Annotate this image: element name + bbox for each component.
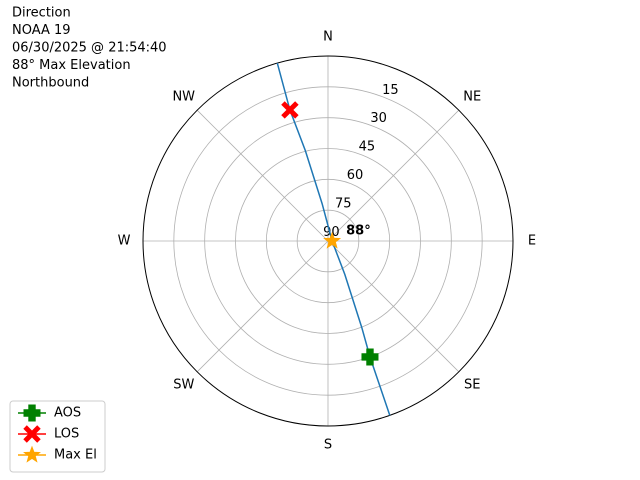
legend-label: LOS: [54, 427, 79, 442]
legend-marker: [23, 404, 41, 422]
legend-marker: [23, 445, 41, 463]
grid-spoke: [327, 109, 460, 242]
r-tick-label: 60: [347, 168, 364, 183]
marker: [281, 101, 299, 119]
legend: AOS LOS Max El: [9, 400, 106, 473]
r-tick-label: 90: [323, 225, 340, 240]
r-tick-label: 75: [335, 197, 352, 212]
annotation: 88°: [346, 224, 371, 239]
theta-tick-label: NW: [172, 89, 195, 104]
outer-frame: [142, 55, 514, 427]
grid-spoke: [196, 240, 329, 373]
r-tick-label: 30: [370, 111, 387, 126]
theta-tick-label: E: [528, 234, 536, 249]
legend-label: AOS: [54, 406, 81, 421]
theta-tick-label: N: [323, 30, 333, 45]
legend-label: Max El: [54, 448, 97, 463]
grid-spoke: [327, 240, 460, 373]
r-tick-label: 45: [359, 140, 376, 155]
title-line: 88° Max Elevation: [12, 58, 131, 73]
title-line: Northbound: [12, 76, 89, 91]
title-line: NOAA 19: [12, 23, 71, 38]
grid-spoke: [196, 109, 329, 242]
marker: [361, 348, 379, 366]
theta-tick-label: S: [324, 438, 332, 453]
theta-tick-label: W: [118, 234, 131, 249]
marker: [323, 231, 342, 249]
title-line: Direction: [12, 6, 71, 21]
theta-tick-label: SW: [173, 378, 194, 393]
r-tick-label: 15: [382, 83, 399, 98]
theta-tick-label: NE: [463, 89, 481, 104]
theta-tick-label: SE: [464, 378, 480, 393]
legend-marker: [23, 425, 41, 443]
title-line: 06/30/2025 @ 21:54:40: [12, 41, 167, 56]
